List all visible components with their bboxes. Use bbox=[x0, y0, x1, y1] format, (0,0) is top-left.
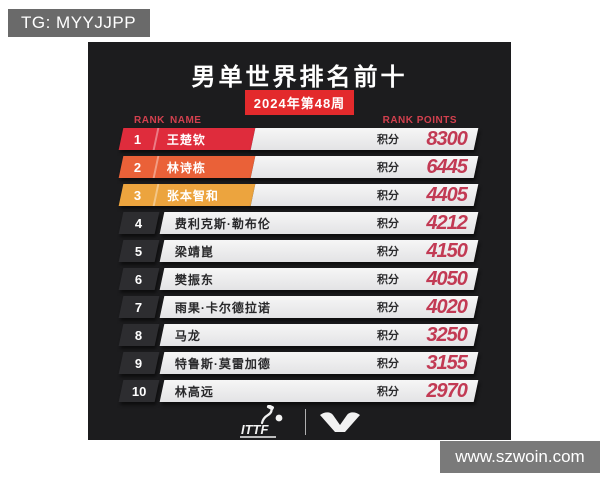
table-row: 9 特鲁斯·莫雷加德 积分 3155 bbox=[118, 351, 479, 374]
rank-badge: 6 bbox=[118, 268, 160, 290]
victor-wings-icon bbox=[320, 412, 360, 432]
logo-separator bbox=[305, 409, 306, 435]
rank-badge: 9 bbox=[118, 352, 160, 374]
player-name: 王楚钦 bbox=[167, 132, 207, 147]
rank-number-text: 5 bbox=[135, 243, 143, 259]
points-segment: 积分 4405 bbox=[250, 183, 479, 206]
rank-number-text: 9 bbox=[135, 355, 143, 371]
ittf-logo-icon: ITTF bbox=[240, 405, 283, 438]
player-name: 马龙 bbox=[175, 328, 202, 343]
table-row: 3 张本智和 积分 4405 bbox=[118, 183, 479, 206]
table-row: 7 雨果·卡尔德拉诺 积分 4020 bbox=[118, 295, 479, 318]
watermark-box: www.szwoin.com bbox=[440, 441, 600, 473]
week-badge-wrap: 2024年第48周 bbox=[88, 90, 511, 115]
points-label: 积分 bbox=[377, 218, 400, 230]
rank-badge: 8 bbox=[118, 324, 160, 346]
watermark-label: www.szwoin.com bbox=[455, 447, 585, 466]
points-value: 4050 bbox=[426, 267, 468, 290]
points-value: 3250 bbox=[426, 323, 468, 346]
ittf-logo-text: ITTF bbox=[241, 422, 269, 437]
column-header-points: RANK POINTS bbox=[382, 115, 457, 126]
rank-number-text: 7 bbox=[135, 299, 143, 315]
points-label: 积分 bbox=[377, 330, 400, 342]
rank-number: 10 bbox=[130, 384, 148, 399]
points-value: 6445 bbox=[426, 155, 468, 178]
rank-badge: 4 bbox=[118, 212, 160, 234]
rank-accent-segment: 2 林诗栋 bbox=[118, 156, 256, 178]
rank-number: 5 bbox=[134, 244, 144, 259]
player-name: 张本智和 bbox=[167, 188, 220, 203]
rank-number: 4 bbox=[134, 216, 144, 231]
rank-number-text: 2 bbox=[134, 159, 142, 175]
player-name: 林诗栋 bbox=[167, 160, 207, 175]
rank-number: 8 bbox=[134, 328, 144, 343]
rank-number-text: 1 bbox=[134, 131, 142, 147]
points-value: 4212 bbox=[426, 211, 468, 234]
table-row: 1 王楚钦 积分 8300 bbox=[118, 127, 479, 150]
rank-number-text: 8 bbox=[135, 327, 143, 343]
points-value: 4020 bbox=[426, 295, 468, 318]
points-label: 积分 bbox=[377, 302, 400, 314]
rank-accent-segment: 1 王楚钦 bbox=[118, 128, 256, 150]
points-label: 积分 bbox=[377, 190, 400, 202]
player-points-segment: 特鲁斯·莫雷加德 积分 3155 bbox=[159, 351, 479, 374]
points-segment: 积分 6445 bbox=[250, 155, 479, 178]
rank-number: 7 bbox=[134, 300, 144, 315]
points-label: 积分 bbox=[377, 358, 400, 370]
rank-number: 9 bbox=[134, 356, 144, 371]
points-label: 积分 bbox=[377, 134, 400, 146]
rank-number: 6 bbox=[134, 272, 144, 287]
page-title: 男单世界排名前十 bbox=[191, 64, 408, 91]
table-row: 5 梁靖崑 积分 4150 bbox=[118, 239, 479, 262]
player-points-segment: 雨果·卡尔德拉诺 积分 4020 bbox=[159, 295, 479, 318]
rank-accent-segment: 3 张本智和 bbox=[118, 184, 256, 206]
player-name: 费利克斯·勒布伦 bbox=[175, 216, 271, 231]
points-label: 积分 bbox=[377, 162, 400, 174]
table-row: 2 林诗栋 积分 6445 bbox=[118, 155, 479, 178]
player-name: 雨果·卡尔德拉诺 bbox=[175, 300, 271, 315]
table-row: 8 马龙 积分 3250 bbox=[118, 323, 479, 346]
points-label: 积分 bbox=[377, 274, 400, 286]
player-points-segment: 费利克斯·勒布伦 积分 4212 bbox=[159, 211, 479, 234]
table-row: 6 樊振东 积分 4050 bbox=[118, 267, 479, 290]
points-value: 2970 bbox=[426, 379, 468, 402]
rank-number: 1 bbox=[119, 132, 156, 147]
points-value: 3155 bbox=[426, 351, 468, 374]
table-row: 4 费利克斯·勒布伦 积分 4212 bbox=[118, 211, 479, 234]
player-name: 特鲁斯·莫雷加德 bbox=[175, 356, 271, 371]
points-segment: 积分 8300 bbox=[250, 127, 479, 150]
player-points-segment: 梁靖崑 积分 4150 bbox=[159, 239, 479, 262]
rank-number: 3 bbox=[119, 188, 156, 203]
player-name: 梁靖崑 bbox=[175, 244, 215, 259]
points-label: 积分 bbox=[377, 386, 400, 398]
player-name: 林高远 bbox=[175, 384, 215, 399]
column-header-rank: RANK bbox=[134, 115, 165, 126]
ranking-rows: 1 王楚钦 积分 8300 2 林诗栋 积分 6445 3 张本智和 积分 4405 4 费利克斯·勒布伦… bbox=[88, 42, 511, 440]
points-value: 8300 bbox=[426, 127, 468, 150]
player-points-segment: 林高远 积分 2970 bbox=[159, 379, 479, 402]
rank-number-text: 10 bbox=[131, 383, 147, 399]
player-name: 樊振东 bbox=[175, 272, 215, 287]
rank-badge: 7 bbox=[118, 296, 160, 318]
table-row: 10 林高远 积分 2970 bbox=[118, 379, 479, 402]
column-header-name: NAME bbox=[170, 115, 202, 126]
rank-number-text: 4 bbox=[135, 215, 143, 231]
rank-number-text: 3 bbox=[134, 187, 142, 203]
tg-tag: TG: MYYJJPP bbox=[8, 9, 151, 37]
points-label: 积分 bbox=[377, 246, 400, 258]
week-badge: 2024年第48周 bbox=[244, 90, 355, 115]
ranking-card: 男单世界排名前十 2024年第48周 RANK NAME RANK POINTS… bbox=[88, 42, 511, 440]
rank-number-text: 6 bbox=[135, 271, 143, 287]
rank-badge: 5 bbox=[118, 240, 160, 262]
rank-badge: 10 bbox=[118, 380, 160, 402]
rank-number: 2 bbox=[119, 160, 156, 175]
points-value: 4150 bbox=[426, 239, 468, 262]
points-value: 4405 bbox=[426, 183, 468, 206]
tg-tag-label: TG: MYYJJPP bbox=[21, 13, 137, 32]
player-points-segment: 马龙 积分 3250 bbox=[159, 323, 479, 346]
player-points-segment: 樊振东 积分 4050 bbox=[159, 267, 479, 290]
footer-logos: ITTF bbox=[88, 404, 511, 440]
